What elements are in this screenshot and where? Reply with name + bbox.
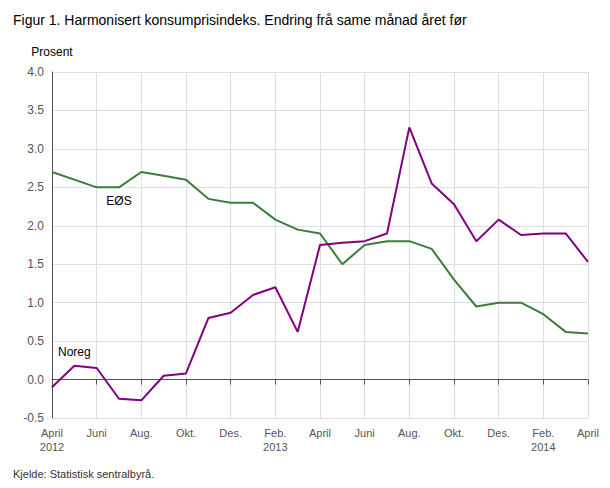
svg-text:2013: 2013 (263, 441, 287, 453)
svg-text:EØS: EØS (106, 194, 131, 208)
svg-text:3.0: 3.0 (27, 142, 44, 156)
svg-text:2014: 2014 (531, 441, 555, 453)
svg-text:April: April (577, 427, 599, 439)
svg-text:3.5: 3.5 (27, 103, 44, 117)
svg-text:April: April (41, 427, 63, 439)
svg-text:Feb.: Feb. (264, 427, 286, 439)
svg-text:Prosent: Prosent (31, 45, 73, 59)
svg-text:Des.: Des. (219, 427, 242, 439)
svg-text:Des.: Des. (487, 427, 510, 439)
svg-text:2.5: 2.5 (27, 180, 44, 194)
svg-text:Aug.: Aug. (398, 427, 421, 439)
svg-text:Figur 1. Harmonisert konsumpri: Figur 1. Harmonisert konsumprisindeks. E… (13, 12, 467, 28)
svg-text:0.5: 0.5 (27, 334, 44, 348)
svg-text:0.0: 0.0 (27, 373, 44, 387)
svg-text:Kjelde: Statistisk sentralbyrå: Kjelde: Statistisk sentralbyrå. (13, 468, 154, 480)
svg-text:1.5: 1.5 (27, 257, 44, 271)
svg-text:2.0: 2.0 (27, 219, 44, 233)
svg-text:1.0: 1.0 (27, 296, 44, 310)
svg-text:Okt.: Okt. (444, 427, 464, 439)
svg-text:-0.5: -0.5 (23, 411, 44, 425)
svg-text:2012: 2012 (40, 441, 64, 453)
svg-text:Juni: Juni (355, 427, 375, 439)
svg-text:April: April (309, 427, 331, 439)
svg-text:Juni: Juni (87, 427, 107, 439)
svg-text:Noreg: Noreg (58, 345, 91, 359)
svg-text:Feb.: Feb. (532, 427, 554, 439)
svg-text:4.0: 4.0 (27, 65, 44, 79)
svg-text:Aug.: Aug. (130, 427, 153, 439)
svg-text:Okt.: Okt. (176, 427, 196, 439)
